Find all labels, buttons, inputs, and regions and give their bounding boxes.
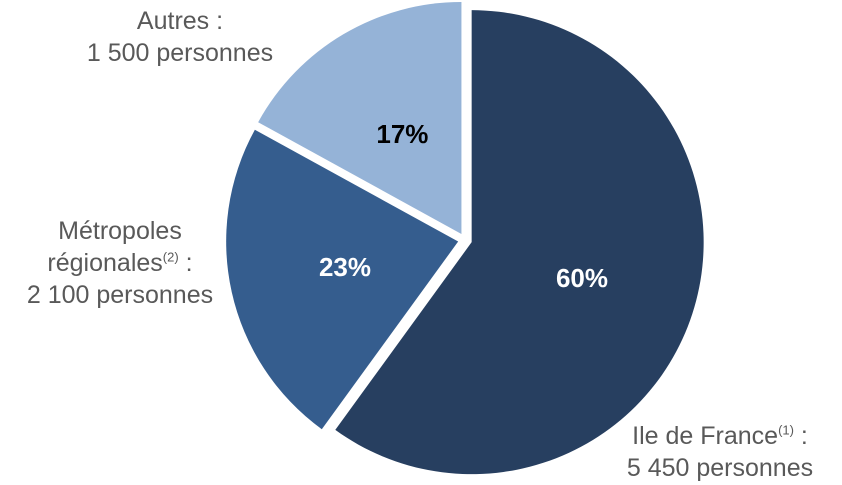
label-ile-de-france-name: Ile de France — [632, 422, 779, 450]
label-metropoles-name-2: régionales — [47, 249, 163, 277]
slice-metropoles — [226, 129, 459, 430]
slice-ile-de-france — [335, 10, 704, 475]
slice-autres — [258, 1, 462, 234]
label-autres-name: Autres : — [136, 7, 224, 35]
label-metropoles: Métropoles régionales(2) : 2 100 personn… — [0, 215, 240, 311]
label-ile-de-france-count: 5 450 personnes — [626, 454, 814, 482]
label-ile-de-france-suffix: : — [793, 422, 808, 450]
label-ile-de-france: Ile de France(1) : 5 450 personnes — [600, 420, 840, 484]
footnote-2: (2) — [162, 249, 179, 265]
label-autres-count: 1 500 personnes — [86, 39, 274, 67]
label-autres: Autres : 1 500 personnes — [60, 5, 300, 69]
label-metropoles-name: Métropoles — [58, 217, 182, 245]
slice-metropoles-percent-label: 23% — [319, 252, 371, 282]
label-metropoles-count: 2 100 personnes — [26, 281, 214, 309]
label-metropoles-suffix: : — [178, 249, 193, 277]
slice-ile-de-france-percent-label: 60% — [556, 263, 608, 293]
footnote-1: (1) — [778, 422, 794, 438]
slice-autres-percent-label: 17% — [376, 119, 428, 149]
